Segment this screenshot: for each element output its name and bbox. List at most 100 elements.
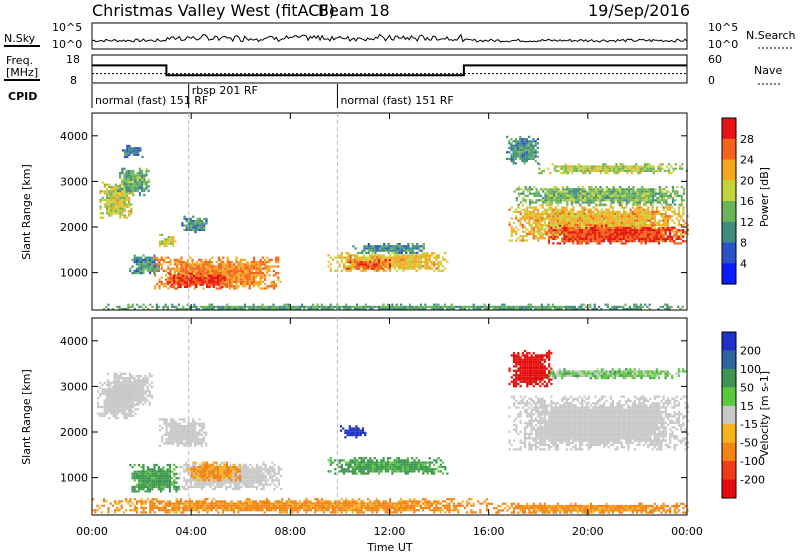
data-cell [138,481,141,484]
data-cell [534,217,538,220]
data-cell [378,245,381,248]
data-cell [640,213,643,216]
data-cell [543,232,546,235]
data-cell [534,226,538,229]
data-cell [665,190,668,193]
data-cell [235,287,238,290]
data-cell [514,144,517,147]
data-cell [119,406,122,409]
data-cell [684,231,687,234]
data-cell [131,399,134,402]
data-cell [543,213,546,216]
data-cell [512,210,516,213]
data-cell [196,224,199,227]
data-cell [570,215,573,218]
data-cell [406,256,409,259]
data-cell [574,219,577,222]
data-cell [391,245,395,248]
data-cell [650,167,653,170]
data-cell [433,252,436,255]
data-cell [607,224,610,227]
data-cell [428,305,431,308]
data-cell [662,221,665,224]
data-cell [605,229,608,232]
data-cell [393,305,396,308]
data-cell [106,372,110,375]
data-cell [123,406,126,409]
data-cell [437,303,440,306]
data-cell [576,237,579,241]
data-cell [605,231,608,234]
data-cell [670,305,673,308]
data-cell [627,219,630,222]
data-cell [133,470,136,473]
data-cell [538,172,541,175]
data-cell [566,165,570,168]
data-cell [539,215,542,218]
data-cell [523,162,526,165]
data-cell [631,237,634,241]
data-cell [598,235,601,238]
data-cell [580,229,584,232]
data-cell [533,201,536,204]
data-cell [676,192,679,195]
data-cell [233,267,236,270]
data-cell [647,219,650,222]
data-cell [602,235,606,238]
data-cell [553,188,556,191]
data-cell [515,208,518,211]
data-cell [640,226,643,230]
data-cell [570,217,573,220]
data-cell [204,265,207,268]
data-cell [532,140,535,143]
data-cell [140,256,143,259]
data-cell [588,186,591,189]
data-cell [220,265,223,268]
data-cell [625,215,628,218]
data-cell [301,305,304,308]
data-cell [142,463,145,467]
data-cell [592,215,595,218]
data-cell [189,267,192,270]
data-cell [648,163,651,166]
data-cell [130,174,133,177]
data-cell [130,401,133,404]
data-cell [647,224,650,227]
data-cell [647,213,650,216]
data-cell [331,305,334,308]
data-cell [237,267,240,270]
data-cell [133,488,136,491]
data-cell [165,238,168,241]
data-cell [192,277,195,280]
data-cell [651,226,654,229]
data-cell [237,272,240,275]
data-cell [135,374,138,378]
data-cell [174,240,177,243]
data-cell [206,265,209,268]
data-cell [547,305,550,308]
data-cell [577,188,580,191]
data-cell [137,396,140,400]
data-cell [189,285,192,288]
data-cell [239,269,242,272]
data-cell [638,237,641,241]
data-cell [231,272,234,275]
data-cell [133,254,136,257]
data-cell [316,308,319,311]
data-cell [195,267,198,270]
data-cell [135,477,138,480]
data-cell [510,153,513,156]
data-cell [312,303,315,306]
noise-left-tick-bottom: 10^0 [52,38,82,51]
data-cell [224,263,227,266]
data-cell [541,235,544,238]
data-cell [389,247,392,250]
data-cell [115,394,118,397]
data-cell [103,406,106,409]
data-cell [206,272,209,275]
data-cell [119,183,122,186]
data-cell [382,254,385,257]
data-cell [642,210,645,213]
data-cell [563,224,566,227]
data-cell [523,230,527,233]
